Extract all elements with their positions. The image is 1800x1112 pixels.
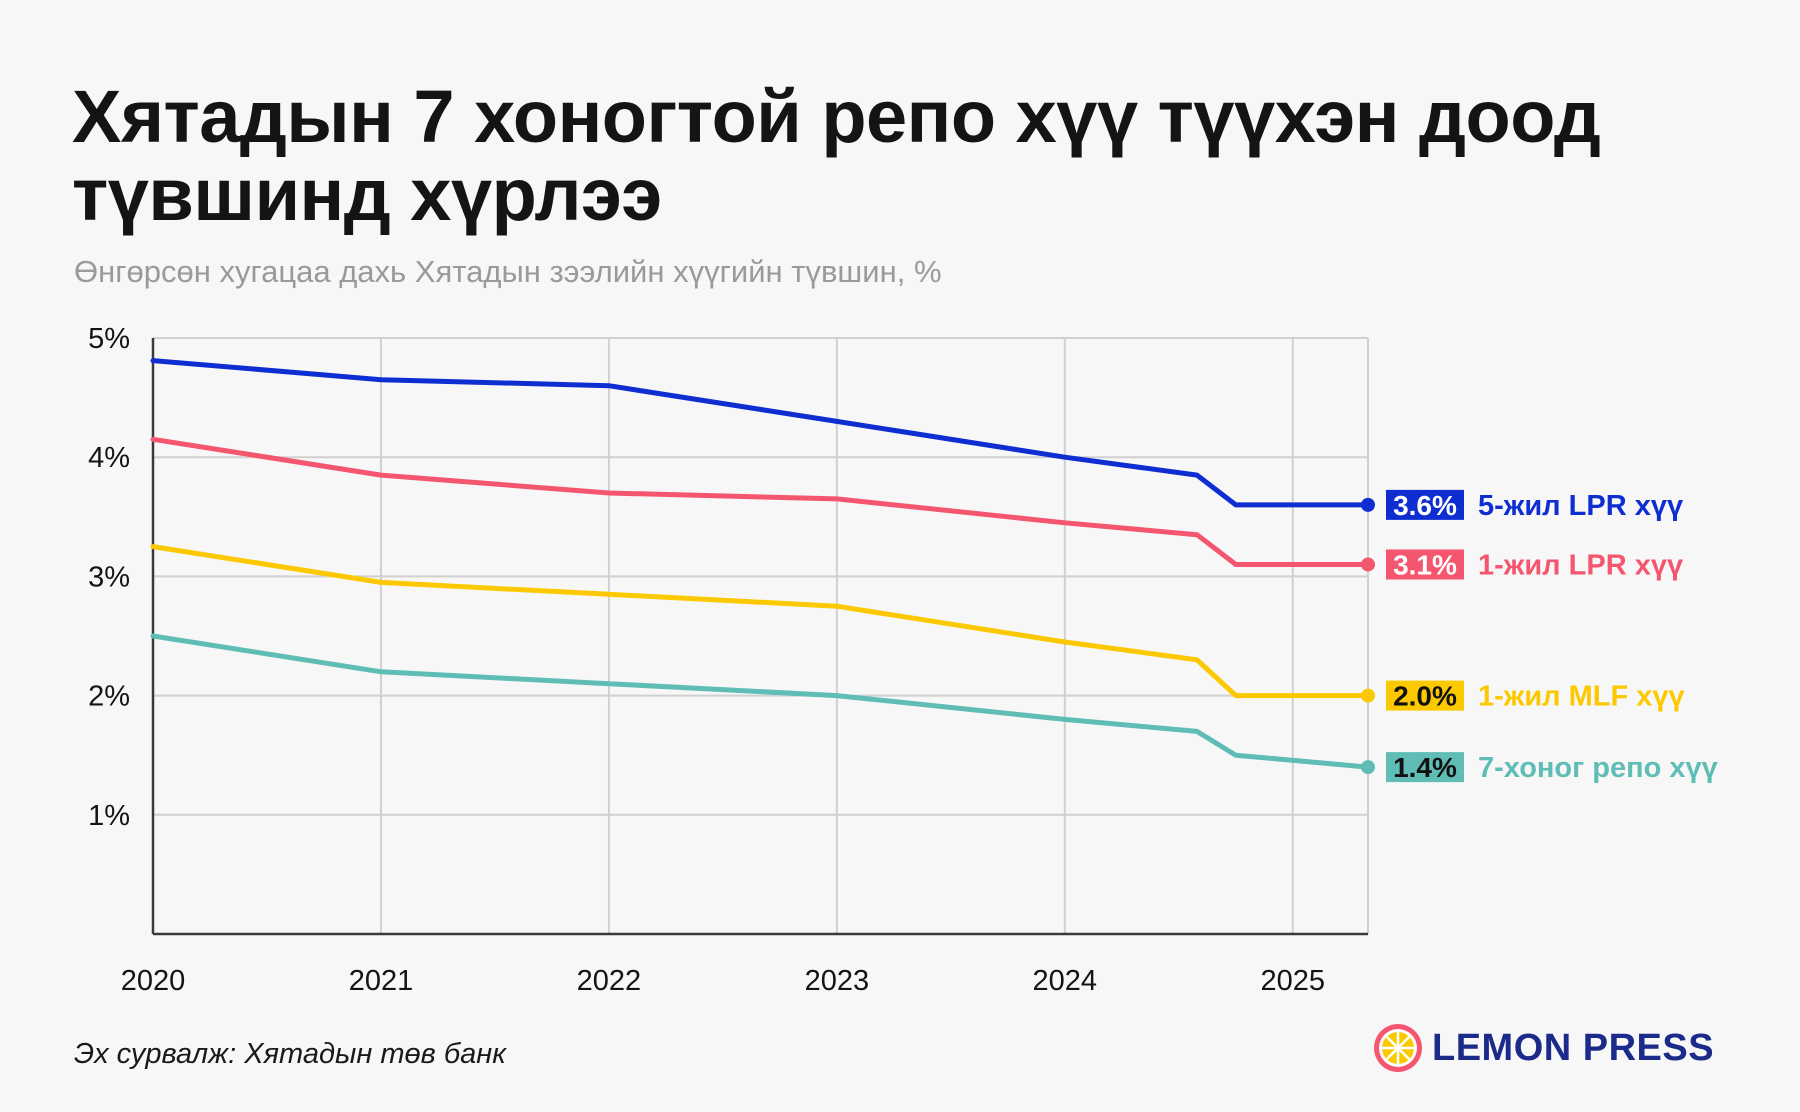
series-end-point	[1361, 688, 1375, 703]
x-tick-label: 2023	[805, 965, 870, 997]
series-name-label: 1-жил LPR хүү	[1478, 549, 1683, 581]
value-label: 3.1%	[1393, 549, 1457, 580]
chart-subtitle: Өнгөрсөн хугацаа дахь Хятадын зээлийн хү…	[74, 254, 942, 289]
series-end-point	[1361, 760, 1375, 775]
chart-title: Хятадын 7 хоногтой репо хүү түүхэн доод …	[72, 75, 1601, 236]
series-line	[150, 544, 1371, 699]
brand-logo: LEMON PRESS	[1372, 1022, 1714, 1074]
series-end-point	[1361, 557, 1375, 572]
series-labels: 3.6% 5-жил LPR хүү 3.1% 1-жил LPR хүү 2.0% 1-…	[1386, 489, 1718, 784]
y-tick-label: 1%	[88, 800, 130, 832]
series-line	[150, 633, 1371, 770]
value-label: 2.0%	[1393, 681, 1457, 712]
series-lines	[150, 358, 1375, 775]
series-name-label: 1-жил MLF хүү	[1478, 681, 1685, 713]
x-tick-label: 2021	[349, 965, 414, 997]
series-name-label: 5-жил LPR хүү	[1478, 490, 1683, 522]
value-label: 3.6%	[1393, 490, 1457, 521]
x-tick-label: 2022	[577, 965, 642, 997]
y-tick-label: 5%	[88, 323, 130, 355]
y-tick-label: 2%	[88, 681, 130, 713]
series-line	[150, 436, 1371, 567]
series-end-point	[1361, 497, 1375, 512]
brand-name: LEMON PRESS	[1432, 1026, 1715, 1069]
value-badge	[1386, 680, 1464, 711]
series-name-label: 7-хоног репо хүү	[1478, 752, 1718, 784]
x-tick-label: 2020	[121, 965, 186, 997]
x-tick-label: 2024	[1033, 965, 1098, 997]
y-tick-label: 4%	[88, 442, 130, 474]
value-badge	[1386, 549, 1464, 580]
lemon-slice-icon	[1374, 1024, 1422, 1072]
axes: 1% 2% 3% 4% 5% 2020 2021 2022 2023 2024 2025	[88, 323, 1368, 997]
value-badge	[1386, 489, 1464, 520]
value-badge	[1386, 752, 1464, 783]
series-line	[150, 358, 1371, 508]
value-label: 1.4%	[1393, 752, 1457, 783]
grid-lines	[152, 337, 1369, 934]
y-tick-label: 3%	[88, 561, 130, 593]
source-note: Эх сурвалж: Хятадын төв банк	[74, 1038, 506, 1070]
x-tick-label: 2025	[1261, 965, 1326, 997]
